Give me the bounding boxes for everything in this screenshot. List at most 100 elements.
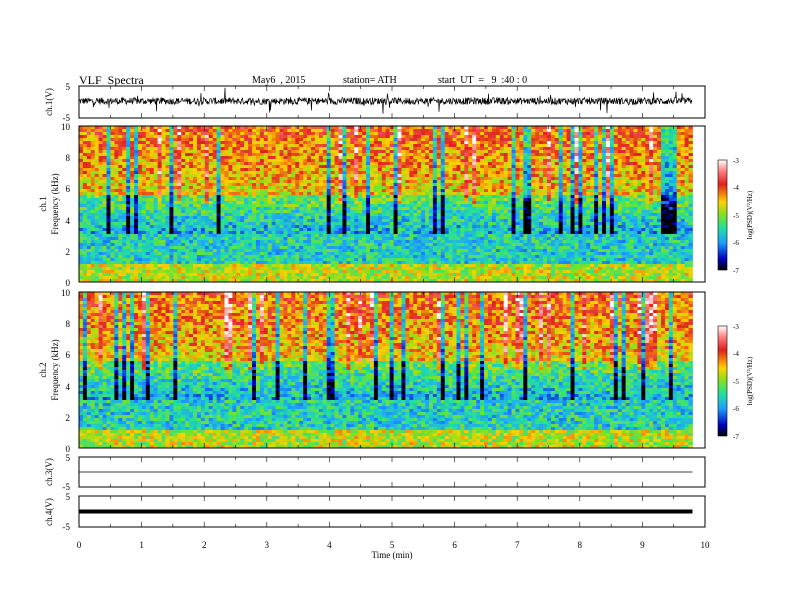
spectrogram-cell bbox=[303, 156, 308, 160]
spectrogram-cell bbox=[90, 267, 96, 271]
spectrogram-cell bbox=[326, 138, 332, 142]
spectrogram-cell bbox=[196, 234, 202, 238]
spectrogram-cell bbox=[252, 162, 257, 166]
spectrogram-cell bbox=[448, 246, 453, 250]
spectrogram-cell bbox=[318, 240, 324, 244]
spectrogram-cell bbox=[196, 189, 202, 193]
spectrogram-cell bbox=[436, 240, 442, 244]
spectrogram-cell bbox=[82, 222, 88, 226]
spectrogram-cell bbox=[228, 237, 233, 241]
spectrogram-cell bbox=[354, 129, 359, 133]
spectrogram-cell bbox=[216, 255, 221, 259]
spectrogram-cell bbox=[106, 135, 111, 139]
spectrogram-cell bbox=[377, 144, 383, 148]
spectrogram-cell bbox=[181, 135, 186, 139]
spectrogram-cell bbox=[421, 219, 426, 223]
spectrogram-cell bbox=[248, 219, 253, 223]
spectrogram-cell bbox=[267, 183, 273, 187]
spectrogram-cell bbox=[377, 189, 383, 193]
spectrogram-cell bbox=[240, 141, 245, 145]
spectrogram-cell bbox=[157, 240, 162, 244]
spectrogram-cell bbox=[165, 156, 170, 160]
spectrogram-cell bbox=[244, 255, 249, 259]
spectrogram-cell bbox=[255, 243, 261, 247]
spectrogram-cell bbox=[102, 201, 107, 205]
spectrogram-cell bbox=[429, 243, 434, 247]
spectrogram-cell bbox=[322, 225, 328, 229]
spectrogram-cell bbox=[153, 204, 159, 208]
spectrogram-cell bbox=[161, 222, 166, 226]
spectrogram-cell bbox=[409, 192, 414, 196]
spectrogram-cell bbox=[267, 207, 273, 211]
spectrogram-cell bbox=[193, 195, 198, 199]
spectrogram-cell bbox=[354, 276, 359, 280]
spectrogram-cell bbox=[377, 210, 383, 214]
spectrogram-cell bbox=[157, 201, 162, 205]
spectrogram-cell bbox=[342, 195, 347, 199]
spectrogram-cell bbox=[432, 240, 438, 244]
spectrogram-cell bbox=[118, 207, 123, 211]
spectrogram-cell bbox=[373, 147, 379, 151]
spectrogram-cell bbox=[177, 231, 182, 235]
spectrogram-cell bbox=[86, 267, 92, 271]
spectrogram-cell bbox=[204, 216, 210, 220]
spectrogram-cell bbox=[373, 186, 379, 190]
spectrogram-cell bbox=[307, 138, 312, 142]
spectrogram-cell bbox=[208, 216, 214, 220]
spectrogram-cell bbox=[248, 276, 253, 280]
spectrogram-cell bbox=[295, 159, 300, 163]
spectrogram-cell bbox=[255, 165, 261, 169]
spectrogram-cell bbox=[370, 135, 375, 139]
spectrogram-cell bbox=[193, 255, 198, 259]
spectrogram-cell bbox=[165, 129, 170, 133]
spectrogram-cell bbox=[267, 129, 273, 133]
spectrogram-cell bbox=[417, 147, 422, 151]
spectrogram-cell bbox=[141, 183, 147, 187]
spectrogram-cell bbox=[432, 258, 438, 262]
spectrogram-cell bbox=[421, 243, 426, 247]
spectrogram-cell bbox=[102, 255, 107, 259]
spectrogram-cell bbox=[425, 174, 430, 178]
spectrogram-cell bbox=[149, 237, 155, 241]
spectrogram-cell bbox=[224, 174, 229, 178]
spectrogram-cell bbox=[373, 141, 379, 145]
spectrogram-cell bbox=[370, 237, 375, 241]
spectrogram-cell bbox=[185, 204, 190, 208]
spectrogram-cell bbox=[255, 231, 261, 235]
spectrogram-cell bbox=[98, 138, 103, 142]
spectrogram-cell bbox=[452, 225, 457, 229]
spectrogram-cell bbox=[322, 165, 328, 169]
spectrogram-cell bbox=[436, 150, 442, 154]
spectrogram-cell bbox=[86, 243, 92, 247]
spectrogram-cell bbox=[263, 246, 269, 250]
spectrogram-cell bbox=[169, 228, 174, 232]
spectrogram-cell bbox=[279, 198, 284, 202]
spectrogram-cell bbox=[177, 147, 182, 151]
spectrogram-cell bbox=[275, 210, 280, 214]
spectrogram-cell bbox=[436, 246, 442, 250]
spectrogram-cell bbox=[137, 204, 143, 208]
spectrogram-cell bbox=[212, 183, 218, 187]
spectrogram-cell bbox=[362, 246, 367, 250]
spectrogram-cell bbox=[283, 204, 288, 208]
spectrogram-cell bbox=[149, 210, 155, 214]
spectrogram-cell bbox=[444, 132, 450, 136]
spectrogram-cell bbox=[220, 159, 225, 163]
spectrogram-cell bbox=[157, 165, 162, 169]
spectrogram-cell bbox=[362, 132, 367, 136]
spectrogram-cell bbox=[208, 207, 214, 211]
spectrogram-cell bbox=[259, 186, 265, 190]
spectrogram-cell bbox=[185, 165, 190, 169]
spectrogram-cell bbox=[252, 231, 257, 235]
spectrogram-cell bbox=[267, 276, 273, 280]
spectrogram-cell bbox=[389, 213, 394, 217]
spectrogram-cell bbox=[165, 201, 170, 205]
spectrogram-cell bbox=[432, 234, 438, 238]
spectrogram-cell bbox=[126, 150, 131, 154]
spectrogram-cell bbox=[417, 219, 422, 223]
spectrogram-cell bbox=[381, 279, 387, 283]
spectrogram-cell bbox=[259, 240, 265, 244]
spectrogram-cell bbox=[405, 153, 410, 157]
spectrogram-cell bbox=[417, 189, 422, 193]
spectrogram-cell bbox=[299, 165, 304, 169]
